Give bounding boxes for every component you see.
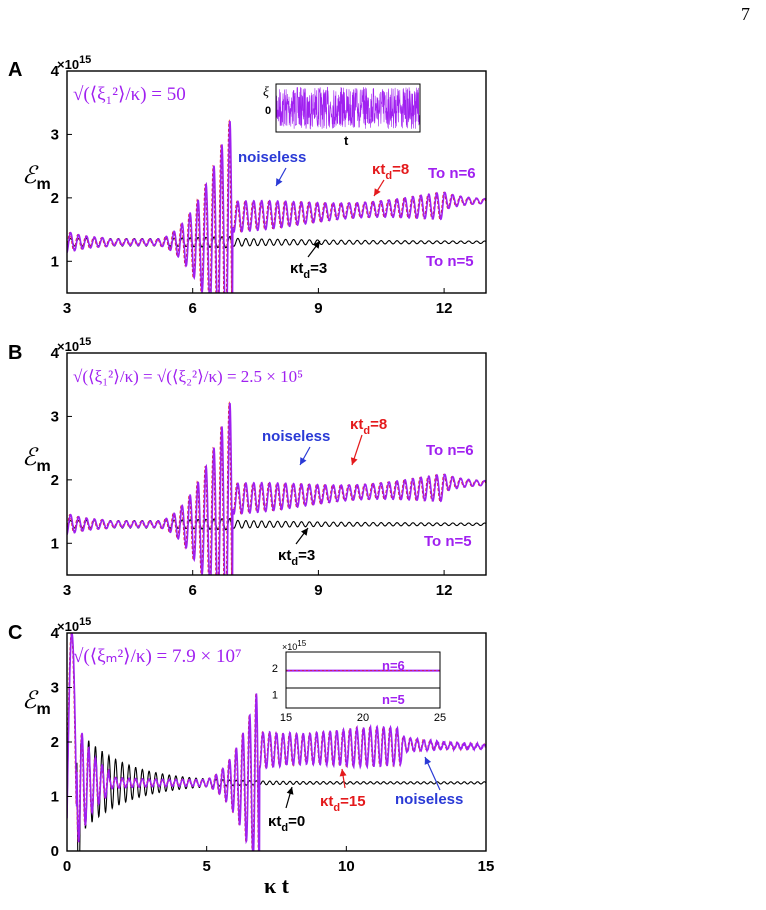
inset-x-tick: 25 — [434, 712, 446, 724]
annotation-to-n5: To n=5 — [426, 253, 474, 270]
inset-y-tick: 1 — [272, 690, 278, 702]
annotation-noiseless: noiseless — [262, 428, 330, 445]
page-number: 7 — [741, 4, 750, 24]
inset-y-tick: 2 — [272, 663, 278, 675]
inset-x-tick: 20 — [357, 712, 369, 724]
annotation-ktd-red: κtd=8 — [350, 416, 387, 437]
noise-formula: √(⟨ξₘ²⟩/κ) = 7.9 × 10⁷ — [73, 646, 242, 667]
series-group — [67, 633, 486, 851]
y-tick-label: 4 — [51, 345, 60, 362]
inset-label-n6: n=6 — [382, 658, 405, 673]
x-tick-label: 3 — [63, 300, 71, 317]
x-tick-label: 10 — [338, 858, 355, 875]
inset-x-tick: 15 — [280, 712, 292, 724]
x-tick-label: 5 — [202, 858, 210, 875]
x-axis-label: κ t — [264, 873, 290, 898]
annotation-ktd-black: κtd=3 — [290, 260, 327, 281]
inset-y-tick: 0 — [265, 105, 271, 117]
arrow-ktd-red — [350, 434, 363, 466]
y-tick-label: 1 — [51, 535, 59, 552]
inset-y-label: ξ — [263, 85, 269, 100]
y-axis-label: ℰm — [22, 688, 51, 718]
annotation-to-n6: To n=6 — [428, 165, 476, 182]
inset-frame — [285, 651, 441, 709]
x-tick-label: 0 — [63, 858, 71, 875]
noise-formula: √(⟨ξ₁²⟩/κ) = 50 — [73, 84, 186, 105]
panel-letter: B — [8, 342, 22, 364]
arrow-noiseless — [275, 167, 287, 187]
annotation-noiseless: noiseless — [238, 149, 306, 166]
annotation-ktd-red: κtd=8 — [372, 161, 409, 182]
axes-frame — [66, 70, 487, 294]
noise-formula: √(⟨ξ₁²⟩/κ) = √(⟨ξ₂²⟩/κ) = 2.5 × 10⁵ — [73, 367, 303, 386]
series-purple — [67, 633, 486, 851]
y-axis-label: ℰm — [22, 163, 51, 193]
x-tick-label: 6 — [189, 300, 197, 317]
x-tick-label: 9 — [314, 582, 322, 599]
inset-label-n5: n=5 — [382, 692, 405, 707]
axes-frame — [66, 352, 487, 576]
y-tick-label: 4 — [51, 63, 60, 80]
y-tick-label: 3 — [51, 408, 59, 425]
panel-letter: C — [8, 622, 22, 644]
arrow-ktd-black — [295, 527, 309, 545]
series-purple — [67, 402, 486, 575]
y-tick-label: 0 — [51, 843, 59, 860]
y-axis-label: ℰm — [22, 445, 51, 475]
annotation-ktd-black: κtd=3 — [278, 547, 315, 568]
y-tick-label: 2 — [51, 190, 59, 207]
x-tick-label: 6 — [189, 582, 197, 599]
y-exponent: ×1015 — [57, 616, 91, 634]
series-group — [67, 119, 486, 293]
arrow-noiseless — [299, 446, 311, 466]
y-tick-label: 2 — [51, 734, 59, 751]
arrow-ktd-black — [307, 240, 321, 258]
y-tick-label: 2 — [51, 472, 59, 489]
annotation-to-n5: To n=5 — [424, 533, 472, 550]
x-tick-label: 3 — [63, 582, 71, 599]
annotation-ktd-red: κtd=15 — [320, 793, 366, 814]
inset-noise: ξ 0 t — [263, 83, 421, 148]
panel-letter: A — [8, 59, 22, 81]
y-tick-label: 4 — [51, 625, 60, 642]
series-purple — [67, 120, 486, 293]
inset-noise-trace — [275, 86, 421, 130]
x-tick-label: 12 — [436, 582, 453, 599]
y-tick-label: 3 — [51, 680, 59, 697]
arrow-ktd-red — [339, 768, 347, 789]
y-exponent: ×1015 — [57, 54, 91, 72]
arrow-ktd-red — [373, 179, 385, 197]
annotation-to-n6: To n=6 — [426, 442, 474, 459]
series-black — [67, 633, 486, 851]
annotation-noiseless: noiseless — [395, 791, 463, 808]
y-tick-label: 1 — [51, 789, 59, 806]
arrow-ktd-black — [285, 786, 294, 809]
y-tick-label: 3 — [51, 126, 59, 143]
annotation-ktd-black: κtd=0 — [268, 813, 305, 834]
series-group — [67, 401, 486, 575]
arrow-noiseless — [424, 756, 441, 791]
x-tick-label: 15 — [478, 858, 495, 875]
inset-frame — [275, 83, 421, 133]
y-exponent: ×1015 — [57, 336, 91, 354]
inset-y-exponent: ×1015 — [282, 639, 307, 652]
x-tick-label: 12 — [436, 300, 453, 317]
y-tick-label: 1 — [51, 253, 59, 270]
inset-levels: 15 20 25 1 2 ×1015 n=6 n=5 — [272, 639, 446, 724]
x-tick-label: 9 — [314, 300, 322, 317]
inset-x-label: t — [344, 133, 349, 148]
